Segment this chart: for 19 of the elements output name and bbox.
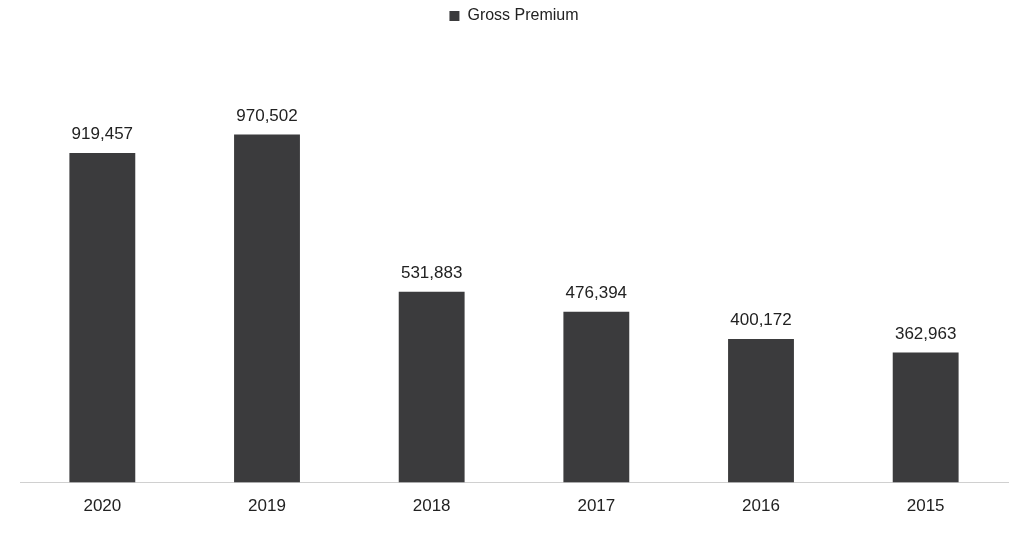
bar [728,339,794,483]
bar [398,291,465,483]
x-tick-label: 2015 [906,496,945,516]
data-label: 919,457 [71,124,134,144]
data-label: 531,883 [400,263,463,283]
data-label: 400,172 [730,310,792,330]
data-label: 970,502 [236,105,298,125]
bar [234,134,300,483]
x-tick-label: 2016 [742,496,780,516]
data-label: 362,963 [894,323,957,343]
bar [69,152,136,483]
x-tick-label: 2017 [577,496,616,516]
x-tick-label: 2019 [248,496,286,516]
legend-label: Gross Premium [467,6,579,24]
bar [892,352,959,483]
data-label: 476,394 [565,282,628,302]
bar [563,311,630,483]
x-tick-label: 2020 [83,496,122,516]
x-tick-label: 2018 [412,496,451,516]
